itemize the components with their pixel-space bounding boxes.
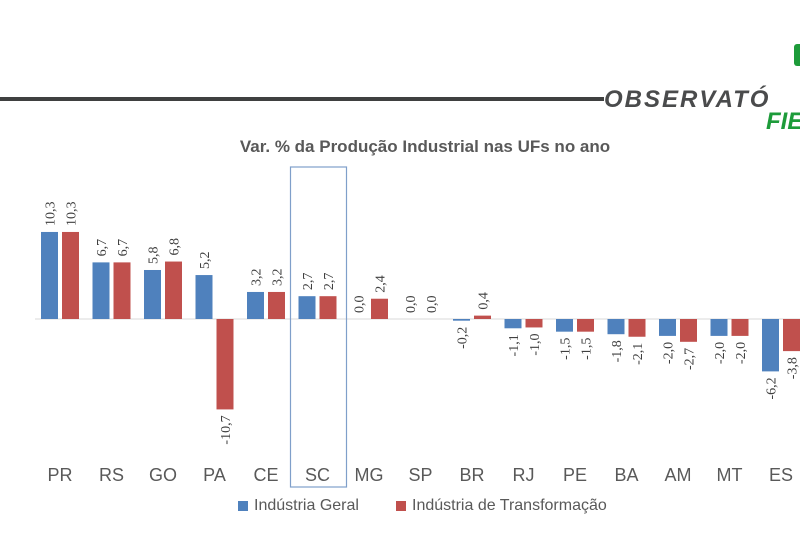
bar-CE-1: [268, 291, 285, 319]
highlight-box: [289, 166, 348, 488]
bar-ES-0: [762, 319, 779, 372]
data-label: 6,7: [95, 239, 110, 257]
bar-AM-1: [680, 319, 697, 342]
bar-PA-1: [216, 319, 234, 410]
data-label: -1,8: [610, 340, 625, 362]
category-label: PE: [563, 465, 587, 485]
bar-MG-1: [371, 298, 388, 319]
bar-BR-1: [474, 315, 491, 319]
data-label: -2,0: [713, 342, 728, 364]
category-label: AM: [665, 465, 692, 485]
category-label: BA: [614, 465, 638, 485]
bar-PR-1: [62, 231, 79, 319]
data-label: -10,7: [219, 415, 234, 444]
bar-PR-0: [41, 231, 58, 319]
chart-title: Var. % da Produção Industrial nas UFs no…: [239, 137, 611, 156]
category-label: MT: [717, 465, 743, 485]
data-label: 10,3: [44, 201, 59, 226]
category-label: MG: [355, 465, 384, 485]
bar-RS-1: [113, 262, 131, 319]
data-label: 3,2: [250, 268, 265, 286]
legend-item-geral: Indústria Geral: [238, 497, 359, 515]
bar-PA-0: [195, 275, 213, 319]
data-label: 0,4: [477, 292, 492, 310]
data-label: 2,7: [301, 273, 316, 291]
bar-ES-1: [783, 319, 800, 352]
data-label: 5,8: [147, 246, 162, 264]
data-label: -1,5: [580, 338, 595, 360]
bar-RJ-1: [525, 319, 543, 328]
category-label: CE: [253, 465, 278, 485]
category-label: BR: [459, 465, 484, 485]
legend-swatch-blue: [238, 501, 248, 511]
bar-PE-0: [556, 319, 573, 332]
bar-BR-0: [453, 319, 470, 321]
data-label: 10,3: [65, 201, 80, 226]
category-label: PR: [47, 465, 72, 485]
category-label: SC: [305, 465, 330, 485]
data-label: 6,8: [168, 238, 183, 256]
data-label: -2,7: [683, 348, 698, 370]
data-label: -1,1: [507, 334, 522, 356]
data-label: -2,1: [631, 343, 646, 365]
bar-RJ-0: [504, 319, 522, 329]
category-label: ES: [769, 465, 793, 485]
bar-MT-0: [710, 319, 728, 336]
data-label: -3,8: [786, 357, 800, 379]
bar-MT-1: [731, 319, 749, 336]
bar-PE-1: [577, 319, 594, 332]
legend-item-transformacao: Indústria de Transformação: [396, 497, 607, 515]
category-label: SP: [408, 465, 432, 485]
bar-SC-0: [298, 296, 316, 319]
bar-GO-0: [144, 269, 161, 319]
bar-AM-0: [659, 319, 676, 336]
legend-label: Indústria de Transformação: [412, 497, 607, 514]
data-label: -0,2: [456, 327, 471, 349]
data-label: -1,5: [559, 338, 574, 360]
data-label: 6,7: [116, 239, 131, 257]
data-label: -2,0: [662, 342, 677, 364]
data-label: -6,2: [765, 377, 780, 399]
bar-GO-1: [165, 261, 182, 319]
bar-RS-0: [92, 262, 110, 319]
header-divider: [0, 97, 604, 101]
logo-text-sub: FIE: [766, 108, 800, 135]
legend-swatch-red: [396, 501, 406, 511]
data-label: 3,2: [271, 268, 286, 286]
data-label: 5,2: [198, 252, 213, 270]
bar-BA-0: [607, 319, 625, 335]
data-label: -1,0: [528, 333, 543, 355]
bar-CE-0: [247, 291, 264, 319]
data-label: 2,4: [374, 275, 389, 293]
data-label: 2,7: [322, 273, 337, 291]
data-label: 0,0: [404, 296, 419, 314]
logo-text-main: OBSERVATÓ: [604, 86, 771, 113]
bar-BA-1: [628, 319, 646, 337]
category-label: GO: [149, 465, 177, 485]
legend-label: Indústria Geral: [254, 497, 359, 514]
bar-SC-1: [319, 296, 337, 319]
category-label: RS: [99, 465, 124, 485]
data-label: 0,0: [353, 296, 368, 314]
data-label: -2,0: [734, 342, 749, 364]
category-label: RJ: [513, 465, 535, 485]
logo-mark-icon: [794, 44, 800, 66]
category-label: PA: [203, 465, 226, 485]
data-label: 0,0: [425, 296, 440, 314]
